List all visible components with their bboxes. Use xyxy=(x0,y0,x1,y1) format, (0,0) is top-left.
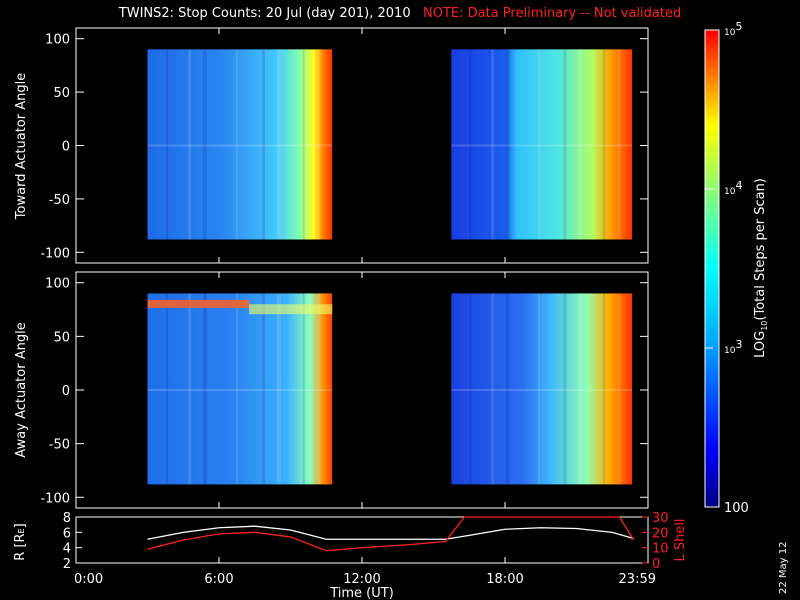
heatmap-stripe xyxy=(202,49,207,240)
orbit-lines xyxy=(147,516,635,552)
heatmap-stripe xyxy=(317,49,321,240)
ytick-label: -50 xyxy=(49,438,70,453)
heatmap-stripe xyxy=(262,293,266,485)
ytick-label: 50 xyxy=(53,86,70,101)
ytick-right-label: 20 xyxy=(652,526,669,541)
ytick-label: -50 xyxy=(49,193,70,208)
heatmap-stripe xyxy=(302,49,305,240)
title-text: TWINS2: Stop Counts: 20 Jul (day 201), 2… xyxy=(118,6,411,21)
heatmap-stripe xyxy=(538,293,541,485)
radius-line xyxy=(147,525,634,540)
ytick-label: 6 xyxy=(63,526,71,541)
heatmap-zero-line xyxy=(451,144,633,147)
ytick-label: 0 xyxy=(62,384,70,399)
heatmap-toward xyxy=(147,49,633,240)
heatmap-block xyxy=(147,49,333,240)
heatmap-stripe xyxy=(262,49,266,240)
heatmap-stripe xyxy=(165,49,168,240)
colorbar-tick-label: 103 xyxy=(724,338,742,356)
heatmap-stripe xyxy=(563,293,567,485)
xtick-label: 12:00 xyxy=(343,572,380,587)
ytick-label: -100 xyxy=(40,491,70,506)
xlabel-time: Time (UT) xyxy=(329,586,394,600)
heatmap-high-band xyxy=(147,299,250,308)
xtick-label: 23:59 xyxy=(619,572,656,587)
colorbar-ticks: 105 104 103 100 xyxy=(705,20,749,516)
ylabel-away: Away Actuator Angle xyxy=(14,322,29,457)
ylabel-orbit-right: L Shell xyxy=(673,518,688,561)
heatmap-stripe xyxy=(188,49,192,240)
heatmap-stripe xyxy=(603,293,606,485)
heatmap-stripe xyxy=(563,49,567,240)
ylabel-orbit-left: R [RE] xyxy=(13,523,28,560)
note-text: NOTE: Data Preliminary -- Not validated xyxy=(423,6,682,21)
ytick-label: 100 xyxy=(45,277,70,292)
ytick-label: 8 xyxy=(63,511,71,526)
heatmap-stripe xyxy=(302,293,305,485)
colorbar-label: LOG10(Total Steps per Scan) xyxy=(753,178,769,358)
heatmap-stripe xyxy=(276,293,281,485)
date-stamp: 22 May 12 xyxy=(778,542,789,594)
ytick-label: 4 xyxy=(63,542,71,557)
l-shell-line xyxy=(147,516,635,552)
colorbar-tick-label: 105 xyxy=(724,20,742,38)
heatmap-stripe xyxy=(165,293,168,485)
xtick-label: 0:00 xyxy=(74,572,103,587)
heatmap-stripe xyxy=(617,293,621,485)
heatmap-stripe xyxy=(491,293,495,485)
heatmap-stripe xyxy=(538,49,541,240)
heatmap-high-band xyxy=(249,304,333,315)
colorbar xyxy=(704,29,720,508)
ytick-label: 2 xyxy=(63,557,71,572)
ytick-label: 100 xyxy=(45,33,70,48)
heatmap-stripe xyxy=(577,293,582,485)
ytick-right-label: 30 xyxy=(652,511,669,526)
colorbar-tick-label: 100 xyxy=(724,501,749,516)
ytick-label: -100 xyxy=(40,246,70,261)
heatmap-stripe xyxy=(188,293,192,485)
heatmap-stripe xyxy=(236,49,239,240)
heatmap-away xyxy=(147,293,633,485)
panel-orbit-frame xyxy=(75,516,649,564)
heatmap-stripe xyxy=(317,293,321,485)
heatmap-stripe xyxy=(603,49,606,240)
xtick-label: 18:00 xyxy=(486,572,523,587)
heatmap-stripe xyxy=(276,49,281,240)
heatmap-stripe xyxy=(505,49,510,240)
axes: 100500-50-100100500-50-100246801020300:0… xyxy=(40,28,669,587)
heatmap-zero-line xyxy=(147,389,333,391)
heatmap-stripe xyxy=(617,49,621,240)
heatmap-block xyxy=(451,49,633,240)
heatmap-zero-line xyxy=(451,389,633,391)
heatmap-stripe xyxy=(202,293,207,485)
ytick-right-label: 0 xyxy=(652,557,660,572)
colorbar-tick-label: 104 xyxy=(724,179,742,197)
heatmap-stripe xyxy=(577,49,582,240)
heatmap-stripe xyxy=(469,293,472,485)
heatmap-zero-line xyxy=(147,144,333,147)
heatmap-stripe xyxy=(505,293,510,485)
heatmap-stripe xyxy=(469,49,472,240)
ytick-label: 50 xyxy=(53,330,70,345)
heatmap-stripe xyxy=(236,293,239,485)
heatmap-block xyxy=(147,293,333,485)
heatmap-stripe xyxy=(491,49,495,240)
xtick-label: 6:00 xyxy=(204,572,233,587)
heatmap-block xyxy=(451,293,633,485)
ytick-right-label: 10 xyxy=(652,542,669,557)
chart-title: TWINS2: Stop Counts: 20 Jul (day 201), 2… xyxy=(0,6,800,21)
ytick-label: 0 xyxy=(62,140,70,155)
ylabel-toward: Toward Actuator Angle xyxy=(14,73,29,220)
